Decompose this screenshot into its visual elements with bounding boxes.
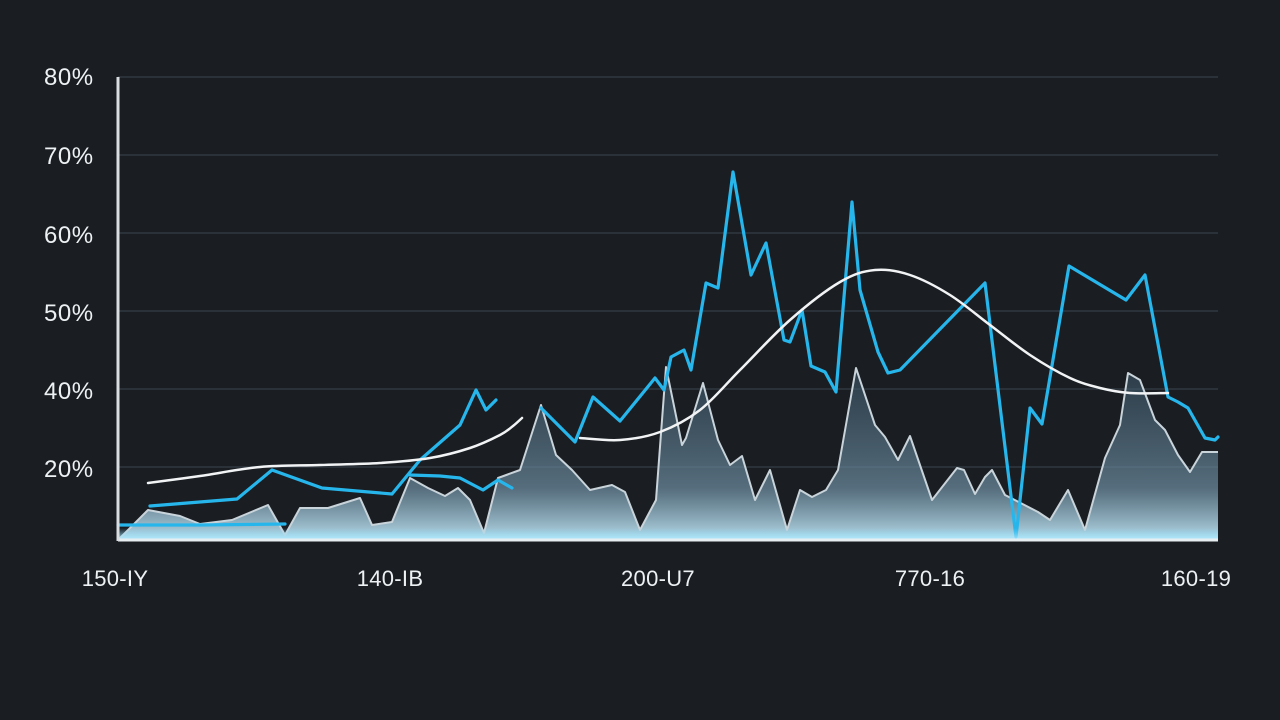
y-tick-label: 60% (44, 222, 94, 249)
baseline-glow (118, 528, 1218, 540)
blue-series-main (539, 170, 1220, 539)
x-tick-label: 140-IB (356, 566, 424, 591)
area-series (117, 366, 1218, 541)
area-series (118, 367, 1218, 540)
x-tick-label: 200-U7 (621, 566, 695, 591)
y-tick-label: 70% (44, 143, 94, 170)
area-series-outline (117, 366, 1218, 541)
blue-series-b (116, 522, 287, 527)
x-tick-label: 160-19 (1160, 566, 1232, 591)
y-tick-label: 50% (44, 300, 94, 327)
white-smooth-a (146, 416, 524, 485)
blue-series-c (408, 473, 514, 492)
y-tick-label: 20% (44, 456, 94, 483)
x-tick-label: 770-16 (894, 566, 966, 591)
white-smooth-b (578, 268, 1170, 442)
line-series (116, 170, 1220, 539)
y-tick-label: 40% (44, 378, 94, 405)
blue-series-a (148, 388, 498, 508)
y-tick-label: 80% (44, 64, 94, 91)
x-tick-label: 150-IY (81, 566, 149, 591)
